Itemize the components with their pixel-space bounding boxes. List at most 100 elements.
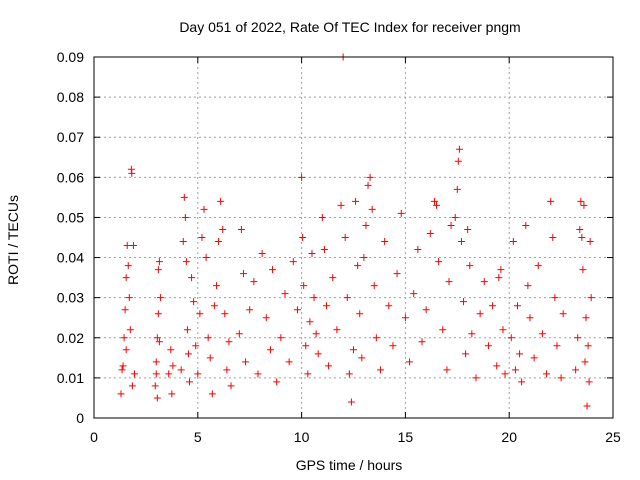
data-point xyxy=(468,330,476,338)
data-point xyxy=(210,302,218,310)
data-point xyxy=(341,234,349,241)
data-point xyxy=(169,362,177,370)
data-point xyxy=(167,346,175,354)
data-point xyxy=(497,266,505,274)
data-point xyxy=(516,350,524,358)
data-point xyxy=(293,306,301,314)
data-point xyxy=(239,270,247,278)
data-point xyxy=(120,334,128,342)
data-point xyxy=(547,197,555,205)
data-point xyxy=(310,294,318,302)
data-point xyxy=(526,314,534,322)
data-point xyxy=(225,338,233,346)
data-point xyxy=(302,342,310,350)
data-point xyxy=(206,354,214,362)
chart-title: Day 051 of 2022, Rate Of TEC Index for r… xyxy=(179,19,520,35)
data-point xyxy=(385,302,393,310)
data-point xyxy=(457,238,465,246)
data-point xyxy=(179,238,187,246)
data-point xyxy=(499,326,507,334)
data-point xyxy=(430,197,438,205)
x-tick-label: 20 xyxy=(501,429,517,445)
x-tick-label: 5 xyxy=(194,429,202,445)
data-point xyxy=(289,258,297,266)
data-point xyxy=(524,282,532,290)
y-tick-label: 0.02 xyxy=(57,330,84,346)
data-point xyxy=(204,334,212,342)
data-point xyxy=(493,362,501,370)
x-tick-label: 0 xyxy=(90,429,98,445)
data-point xyxy=(579,266,587,274)
data-point xyxy=(128,382,136,390)
data-point xyxy=(250,278,258,286)
data-point xyxy=(269,266,277,274)
data-point xyxy=(183,326,191,334)
y-tick-label: 0.07 xyxy=(57,129,84,145)
data-point xyxy=(298,173,306,181)
data-point xyxy=(125,294,133,302)
data-point xyxy=(212,282,220,290)
data-point xyxy=(433,201,441,209)
data-point xyxy=(184,350,192,358)
data-point xyxy=(582,314,590,322)
data-point xyxy=(185,378,193,386)
data-point xyxy=(553,342,561,350)
y-tick-label: 0.08 xyxy=(57,89,84,105)
data-point xyxy=(397,209,405,217)
data-point xyxy=(235,330,243,338)
data-point xyxy=(576,225,584,233)
data-point xyxy=(323,302,331,310)
data-point xyxy=(445,278,453,286)
data-point xyxy=(358,354,366,362)
data-point xyxy=(215,238,223,246)
y-tick-label: 0.06 xyxy=(57,169,84,185)
data-point xyxy=(530,354,538,362)
data-point xyxy=(406,358,414,366)
data-point xyxy=(422,306,430,314)
data-point xyxy=(464,225,472,233)
data-point xyxy=(584,342,592,350)
data-point xyxy=(155,338,163,346)
data-point xyxy=(165,370,173,378)
data-point xyxy=(300,282,308,290)
data-point xyxy=(180,193,188,201)
x-tick-label: 10 xyxy=(294,429,310,445)
data-point xyxy=(557,374,565,382)
data-point xyxy=(246,306,254,314)
data-point xyxy=(455,145,463,153)
data-point xyxy=(188,274,196,282)
data-point xyxy=(376,366,384,374)
data-point xyxy=(155,258,163,266)
data-point xyxy=(325,362,333,370)
data-point xyxy=(208,390,216,398)
data-point xyxy=(177,366,185,374)
data-point xyxy=(304,370,312,378)
data-point xyxy=(368,205,376,213)
data-point xyxy=(122,274,130,282)
data-point xyxy=(308,250,316,258)
data-point xyxy=(410,290,418,298)
data-point xyxy=(237,225,245,233)
data-point xyxy=(414,246,422,254)
data-point xyxy=(381,238,389,246)
data-point xyxy=(329,274,337,282)
data-point xyxy=(495,274,503,282)
data-point xyxy=(585,378,593,386)
data-point xyxy=(362,221,370,229)
data-point xyxy=(182,258,190,266)
data-point xyxy=(196,310,204,318)
data-point xyxy=(514,302,522,310)
data-point xyxy=(152,370,160,378)
data-point xyxy=(254,370,262,378)
data-point xyxy=(439,326,447,334)
data-point xyxy=(364,181,372,189)
data-point xyxy=(198,234,206,241)
data-point xyxy=(119,362,127,370)
data-point xyxy=(153,334,161,342)
data-point xyxy=(168,390,176,398)
data-point xyxy=(549,234,557,241)
data-point xyxy=(242,358,250,366)
data-point xyxy=(156,294,164,302)
data-point xyxy=(217,197,225,205)
data-point xyxy=(192,342,200,350)
